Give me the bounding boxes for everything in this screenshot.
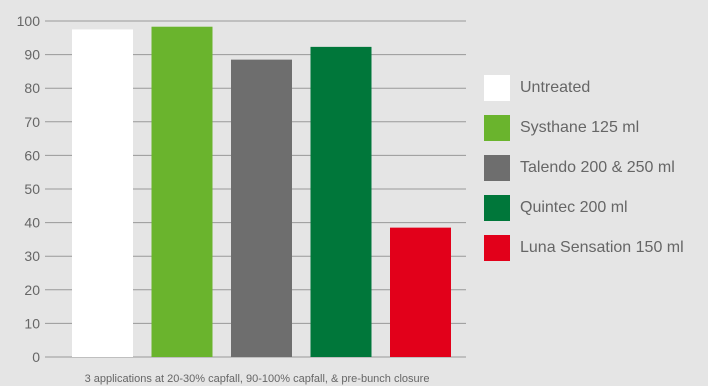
y-tick-label: 90 — [24, 47, 40, 63]
y-tick-label: 80 — [24, 80, 40, 96]
legend-swatch — [484, 235, 510, 261]
legend-item: Untreated — [484, 73, 708, 103]
y-tick-label: 10 — [24, 315, 40, 331]
bar-2 — [151, 26, 213, 357]
y-tick-label: 30 — [24, 248, 40, 264]
legend-label: Quintec 200 ml — [520, 199, 628, 216]
y-tick-label: 50 — [24, 181, 40, 197]
y-tick-label: 60 — [24, 147, 40, 163]
y-tick-label: 0 — [32, 349, 40, 365]
legend-item: Quintec 200 ml — [484, 193, 708, 223]
legend-item: Luna Sensation 150 ml — [484, 233, 708, 263]
legend-swatch — [484, 195, 510, 221]
legend-swatch — [484, 75, 510, 101]
y-tick-label: 100 — [17, 13, 41, 29]
bar-1 — [72, 29, 133, 358]
bar-5 — [390, 227, 451, 357]
y-tick-label: 70 — [24, 114, 40, 130]
legend-label: Systhane 125 ml — [520, 119, 640, 136]
legend-label: Untreated — [520, 79, 591, 96]
y-tick-label: 40 — [24, 215, 40, 231]
legend-label: Talendo 200 & 250 ml — [520, 159, 675, 176]
bar-3 — [231, 59, 292, 357]
bars — [72, 26, 451, 358]
x-axis-label: 3 applications at 20-30% capfall, 90-100… — [85, 373, 430, 385]
legend-label: Luna Sensation 150 ml — [520, 239, 684, 256]
bar-4 — [310, 46, 372, 357]
legend-item: Talendo 200 & 250 ml — [484, 153, 708, 183]
legend-swatch — [484, 155, 510, 181]
y-axis-ticks: 0 10 20 30 40 50 60 70 80 90 100 — [17, 13, 41, 365]
legend-swatch — [484, 115, 510, 141]
y-tick-label: 20 — [24, 282, 40, 298]
legend-item: Systhane 125 ml — [484, 113, 708, 143]
